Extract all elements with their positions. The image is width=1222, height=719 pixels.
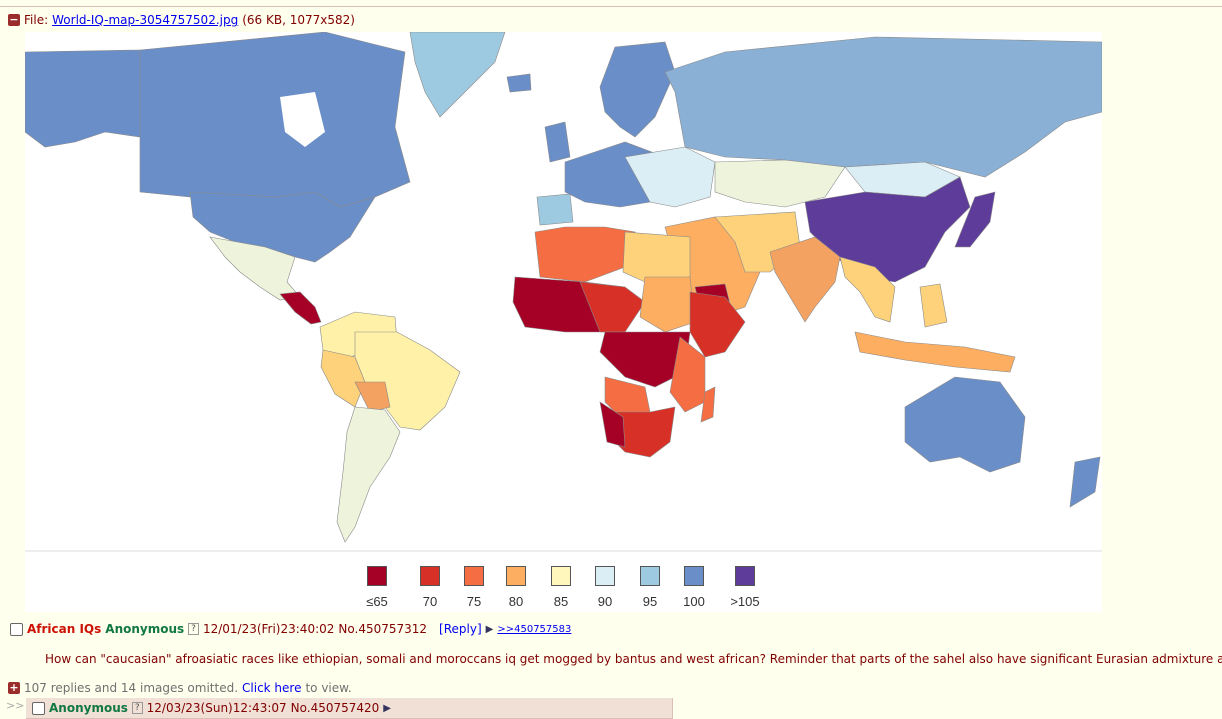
reply-menu-arrow-icon[interactable]: ▶ <box>383 702 391 714</box>
file-info: − File: World-IQ-map-3054757502.jpg (66 … <box>8 13 355 27</box>
legend-label: >105 <box>730 594 760 609</box>
reply-poster-name: Anonymous <box>49 701 128 715</box>
reply-arrows: >> <box>6 699 25 712</box>
map-hudson-bay <box>280 92 325 147</box>
legend-item: 100 <box>674 566 714 609</box>
legend-item: 70 <box>410 566 450 609</box>
reply-id-badge[interactable]: ? <box>131 702 143 714</box>
map-region-north-africa <box>534 226 636 283</box>
map-region-uk <box>544 121 571 163</box>
legend-item: 85 <box>541 566 581 609</box>
legend-label: 100 <box>683 594 705 609</box>
reply-number[interactable]: No.450757420 <box>290 701 380 715</box>
legend-swatch <box>464 566 484 586</box>
legend-label: ≤65 <box>366 594 388 609</box>
map-region-japan <box>954 191 996 248</box>
post-number[interactable]: No.450757312 <box>338 622 428 636</box>
reply-datetime: 12/03/23(Sun)12:43:07 <box>146 701 287 715</box>
world-map-graphic <box>25 32 1102 552</box>
thread-divider <box>0 6 1222 7</box>
legend-label: 95 <box>642 594 658 609</box>
map-region-india <box>769 236 841 323</box>
post-info: African IQs Anonymous ? 12/01/23(Fri)23:… <box>10 622 571 636</box>
legend-swatch <box>684 566 704 586</box>
map-region-greenland <box>409 32 506 118</box>
omitted-summary: + 107 replies and 14 images omitted. Cli… <box>8 681 352 695</box>
world-iq-map-image[interactable]: ≤65 70 75 80 85 90 95 100 <box>25 32 1102 612</box>
post-datetime: 12/01/23(Fri)23:40:02 <box>202 622 335 636</box>
map-region-philippines <box>919 283 948 328</box>
file-prefix: File: <box>24 13 49 27</box>
map-region-alaska <box>25 49 141 148</box>
map-region-east-africa <box>669 336 706 413</box>
map-region-southern-cone <box>336 406 401 543</box>
omitted-text: 107 replies and 14 images omitted. <box>24 681 239 695</box>
legend-item: 75 <box>454 566 494 609</box>
legend-item: >105 <box>725 566 765 609</box>
omitted-suffix: to view. <box>305 681 352 695</box>
reply-post: Anonymous ? 12/03/23(Sun)12:43:07 No.450… <box>26 698 673 719</box>
map-region-new-zealand <box>1069 456 1101 508</box>
legend-label: 75 <box>466 594 482 609</box>
legend-swatch <box>367 566 387 586</box>
map-region-scandinavia <box>599 41 676 138</box>
file-meta: (66 KB, 1077x582) <box>242 13 355 27</box>
legend-swatch <box>735 566 755 586</box>
map-region-iceland <box>506 73 532 93</box>
poster-id-badge[interactable]: ? <box>188 623 199 635</box>
reply-link[interactable]: [Reply] <box>439 622 482 636</box>
legend-item: 95 <box>630 566 670 609</box>
file-link[interactable]: World-IQ-map-3054757502.jpg <box>52 13 239 27</box>
post-checkbox[interactable] <box>10 622 23 636</box>
legend-swatch <box>420 566 440 586</box>
legend-swatch <box>640 566 660 586</box>
map-region-nigeria <box>579 281 646 333</box>
backlink[interactable]: >>450757583 <box>497 623 572 635</box>
map-region-bolivia <box>354 381 391 413</box>
map-region-australia <box>904 376 1026 473</box>
map-region-brazil <box>354 331 461 431</box>
map-region-russia <box>664 36 1102 178</box>
legend-swatch <box>551 566 571 586</box>
map-region-libya-egypt <box>622 231 691 283</box>
map-region-indonesia <box>854 331 1016 373</box>
map-region-central-africa <box>599 331 691 388</box>
legend-swatch <box>506 566 526 586</box>
legend-label: 70 <box>422 594 438 609</box>
legend-item: ≤65 <box>357 566 397 609</box>
map-region-southeast-asia <box>839 256 896 323</box>
legend-item: 80 <box>496 566 536 609</box>
map-region-central-america <box>279 291 322 325</box>
map-region-usa <box>189 191 376 263</box>
map-region-sudan <box>639 276 696 333</box>
hide-post-icon[interactable]: − <box>8 13 20 26</box>
post-body: How can "caucasian" afroasiatic races li… <box>45 652 1222 666</box>
legend-item: 90 <box>585 566 625 609</box>
map-region-canada <box>139 32 411 208</box>
map-region-iberia <box>536 193 574 226</box>
legend-label: 85 <box>553 594 569 609</box>
expand-thread-icon[interactable]: + <box>8 681 20 694</box>
post-menu-arrow-icon[interactable]: ▶ <box>485 623 494 635</box>
map-legend: ≤65 70 75 80 85 90 95 100 <box>25 552 1102 612</box>
poster-name: Anonymous <box>105 622 185 636</box>
post-subject: African IQs <box>27 622 102 636</box>
legend-label: 90 <box>597 594 613 609</box>
legend-swatch <box>595 566 615 586</box>
map-region-madagascar <box>700 386 716 423</box>
map-region-namibia <box>599 401 626 448</box>
expand-thread-link[interactable]: Click here <box>242 681 302 695</box>
legend-label: 80 <box>508 594 524 609</box>
reply-link-text[interactable]: [Reply] <box>439 622 482 636</box>
